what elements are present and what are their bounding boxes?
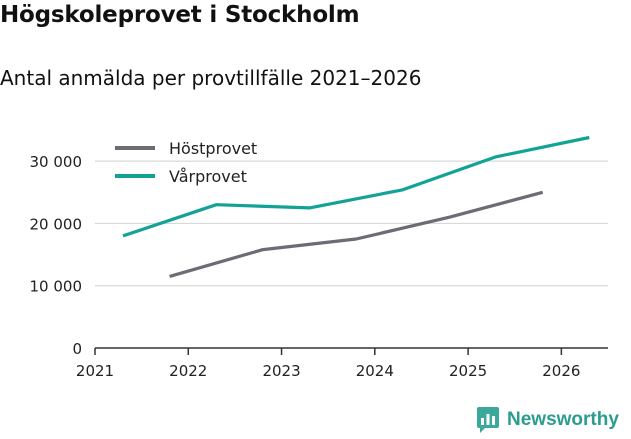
x-tick-label: 2023 <box>262 362 300 380</box>
series-line-v-rprovet <box>122 135 590 238</box>
y-tick-label: 30 000 <box>30 153 83 171</box>
x-tick-label: 2021 <box>76 362 114 380</box>
x-tick-label: 2024 <box>356 362 394 380</box>
brand-name: Newsworthy <box>507 409 619 430</box>
chart-subtitle: Antal anmälda per provtillfälle 2021–202… <box>0 66 422 90</box>
y-tick-label: 0 <box>72 340 82 358</box>
newsworthy-logo: Newsworthy <box>476 406 619 434</box>
line-chart: 0 10 000 20 000 30 000 2021 2022 2023 2024 2025 2… <box>30 135 608 380</box>
bar-chart-bubble-icon <box>477 407 499 433</box>
y-tick-label: 20 000 <box>30 215 83 233</box>
legend-label: Vårprovet <box>169 167 247 186</box>
series-line-h-stprovet <box>169 190 544 278</box>
x-tick-label: 2026 <box>542 362 580 380</box>
legend-label: Höstprovet <box>169 139 257 158</box>
y-tick-label: 10 000 <box>30 278 83 296</box>
x-tick-label: 2025 <box>449 362 487 380</box>
chart-title: Högskoleprovet i Stockholm <box>0 2 360 28</box>
x-tick-label: 2022 <box>169 362 207 380</box>
